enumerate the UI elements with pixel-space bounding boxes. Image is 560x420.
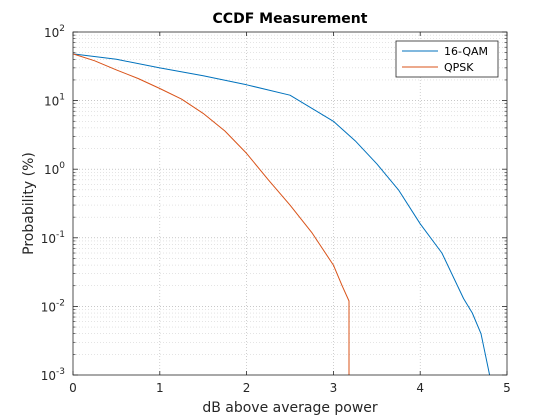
y-tick-label: 101 (44, 93, 65, 109)
x-tick-label: 4 (416, 381, 424, 395)
plot-area (73, 32, 507, 375)
series-line-16-qam (72, 53, 491, 376)
y-tick-label: 102 (44, 24, 65, 40)
axis-ticks: 0 1 2 3 4 5 10-3 10-2 10-1 100 101 102 (41, 24, 511, 395)
x-tick-label: 0 (69, 381, 77, 395)
y-tick-label: 100 (44, 161, 65, 177)
x-tick-label: 1 (156, 381, 164, 395)
grid (73, 32, 507, 375)
series-line-qpsk (72, 53, 350, 375)
y-tick-label: 10-1 (41, 230, 65, 246)
x-tick-label: 3 (330, 381, 338, 395)
x-tick-label: 2 (243, 381, 251, 395)
y-axis-label: Probability (%) (21, 152, 37, 255)
legend: 16-QAM QPSK (395, 40, 499, 78)
legend-entry-label: 16-QAM (444, 45, 488, 58)
plot-frame (72, 31, 508, 376)
x-axis-label: dB above average power (202, 400, 378, 416)
legend-box (395, 40, 499, 78)
y-tick-label: 10-3 (41, 367, 65, 383)
series-lines (72, 53, 491, 376)
chart-title: CCDF Measurement (213, 11, 368, 27)
y-tick-label: 10-2 (41, 298, 65, 314)
legend-entry-label: QPSK (444, 61, 474, 74)
x-tick-label: 5 (503, 381, 511, 395)
